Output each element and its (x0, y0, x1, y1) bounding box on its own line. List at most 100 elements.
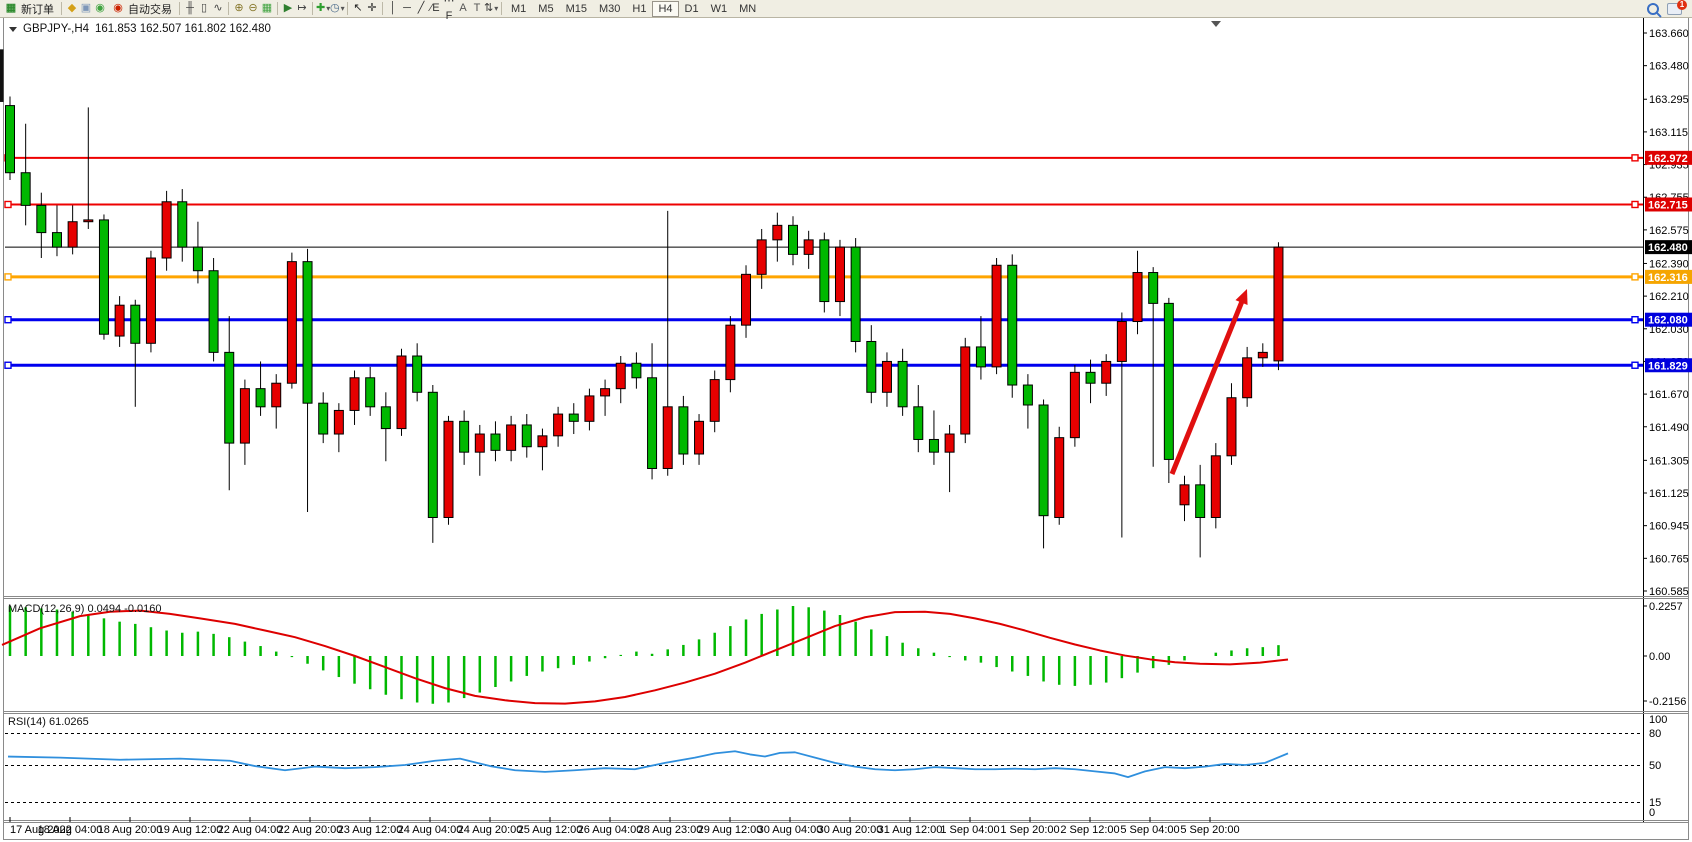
zoom-in-icon[interactable]: ⊕ (234, 2, 244, 14)
date-label[interactable]: 28 Aug 23:00 (638, 824, 703, 836)
search-icon[interactable] (1647, 2, 1659, 15)
price-tick-label[interactable]: 162.390 (1649, 258, 1689, 270)
trendline-icon[interactable]: ╱ (417, 2, 425, 14)
periods-clock-icon[interactable]: ◷▾ (330, 2, 345, 14)
candle-body (396, 355, 407, 430)
line-handle[interactable] (1631, 154, 1639, 162)
line-handle[interactable] (4, 316, 12, 324)
price-tick-label[interactable]: 160.765 (1649, 553, 1689, 565)
candle-body (20, 172, 31, 206)
rsi-tick-label[interactable]: 0 (1649, 807, 1655, 819)
date-label[interactable]: 18 Aug 04:00 (38, 824, 103, 836)
chart-shift-marker[interactable] (1211, 21, 1221, 27)
macd-tick-label[interactable]: -0.2156 (1649, 696, 1686, 708)
line-handle[interactable] (4, 361, 12, 369)
profile-icon[interactable]: ▣ (80, 2, 92, 14)
auto-scroll-icon[interactable]: ▶ (283, 2, 293, 14)
date-label[interactable]: 5 Sep 20:00 (1180, 824, 1239, 836)
date-label[interactable]: 2 Sep 12:00 (1060, 824, 1119, 836)
candle-body (991, 264, 1002, 368)
price-tick-label[interactable]: 161.670 (1649, 389, 1689, 401)
timeframe-h4[interactable]: H4 (652, 0, 679, 17)
price-tick-label[interactable]: 161.125 (1649, 488, 1689, 500)
arrows-icon[interactable]: ⇅▾ (484, 2, 499, 14)
chat-icon[interactable]: 1 (1667, 0, 1687, 15)
rsi-label: RSI(14) 61.0265 (8, 716, 89, 728)
line-handle[interactable] (4, 273, 12, 281)
date-label[interactable]: 30 Aug 04:00 (758, 824, 823, 836)
cursor-icon[interactable]: ↖ (353, 2, 363, 14)
line-handle[interactable] (1631, 316, 1639, 324)
date-label[interactable]: 17 Aug 2022 (10, 824, 72, 836)
date-label[interactable]: 1 Sep 20:00 (1000, 824, 1059, 836)
date-label[interactable]: 23 Aug 12:00 (338, 824, 403, 836)
price-tick-label[interactable]: 163.660 (1649, 28, 1689, 40)
tile-windows-icon[interactable]: ▦ (261, 2, 273, 14)
timeframe-d1[interactable]: D1 (684, 2, 699, 15)
date-label[interactable]: 25 Aug 12:00 (518, 824, 583, 836)
price-tick-label[interactable]: 160.945 (1649, 521, 1689, 533)
timeframe-m15[interactable]: M15 (565, 2, 587, 15)
symbol-dropdown-icon[interactable] (9, 27, 17, 32)
auto-trading-button[interactable]: ◉ 自动交易 (107, 1, 176, 16)
date-label[interactable]: 24 Aug 20:00 (458, 824, 523, 836)
candle-body (365, 377, 376, 408)
price-tick-label[interactable]: 162.030 (1649, 324, 1689, 336)
price-tick-label[interactable]: 163.115 (1649, 127, 1688, 139)
new-order-button[interactable]: ▦ 新订单 (0, 1, 58, 16)
date-label[interactable]: 22 Aug 04:00 (218, 824, 283, 836)
crosshair-icon[interactable]: ✛ (367, 2, 377, 14)
trend-arrow-annotation[interactable] (1169, 295, 1247, 475)
rsi-tick-label[interactable]: 80 (1649, 728, 1661, 740)
text-icon[interactable]: A (459, 2, 467, 14)
candle-body (443, 420, 454, 518)
timeframe-m5[interactable]: M5 (538, 2, 554, 15)
line-handle[interactable] (1631, 273, 1639, 281)
date-label[interactable]: 18 Aug 20:00 (98, 824, 163, 836)
chart-shift-icon[interactable]: ↦ (297, 2, 307, 14)
candlestick-chart-icon[interactable]: ▯ (200, 2, 208, 14)
price-tick-label[interactable]: 163.480 (1649, 61, 1689, 73)
zoom-out-icon[interactable]: ⊖ (248, 2, 258, 14)
vertical-line-icon[interactable]: │ (389, 2, 397, 14)
metaeditor-icon[interactable]: ◆ (67, 2, 77, 14)
date-label[interactable]: 30 Aug 20:00 (818, 824, 883, 836)
signals-icon[interactable]: ◉ (95, 2, 105, 14)
timeframe-mn[interactable]: MN (739, 2, 757, 15)
price-tick-label[interactable]: 162.210 (1649, 291, 1689, 303)
timeframe-w1[interactable]: W1 (710, 2, 728, 15)
horizontal-line-icon[interactable]: ─ (403, 2, 411, 14)
fibonacci-icon[interactable]: ⋯F (443, 0, 455, 22)
date-label[interactable]: 31 Aug 12:00 (878, 824, 943, 836)
macd-tick-label[interactable]: 0.00 (1649, 651, 1670, 663)
macd-tick-label[interactable]: 0.2257 (1649, 601, 1683, 613)
date-label[interactable]: 29 Aug 12:00 (698, 824, 763, 836)
rsi-tick-label[interactable]: 50 (1649, 760, 1661, 772)
price-tick-label[interactable]: 162.575 (1649, 225, 1689, 237)
indicators-icon[interactable]: ✚▾ (316, 2, 331, 14)
date-label[interactable]: 24 Aug 04:00 (398, 824, 463, 836)
line-chart-icon[interactable]: ∿ (213, 2, 223, 14)
date-label[interactable]: 19 Aug 12:00 (158, 824, 223, 836)
line-handle[interactable] (1631, 200, 1639, 209)
price-tick-label[interactable]: 160.585 (1649, 586, 1689, 598)
channel-icon[interactable]: ⁄E (430, 2, 440, 14)
price-tick-label[interactable]: 161.305 (1649, 455, 1689, 467)
bar-chart-icon[interactable]: ╫ (186, 2, 194, 14)
text-label-icon[interactable]: T (473, 2, 481, 14)
date-label[interactable]: 26 Aug 04:00 (578, 824, 643, 836)
date-label[interactable]: 1 Sep 04:00 (940, 824, 999, 836)
timeframe-h1[interactable]: H1 (632, 2, 647, 15)
timeframe-m30[interactable]: M30 (598, 2, 621, 15)
date-label[interactable]: 5 Sep 04:00 (1120, 824, 1179, 836)
rsi-tick-label[interactable]: 100 (1649, 714, 1667, 726)
line-handle[interactable] (4, 200, 12, 209)
line-handle[interactable] (1631, 361, 1639, 369)
date-label[interactable]: 22 Aug 20:00 (278, 824, 343, 836)
price-tick-label[interactable]: 161.490 (1649, 422, 1689, 434)
price-tick-label[interactable]: 163.295 (1649, 94, 1689, 106)
candle-body (1022, 384, 1033, 406)
timeframe-m1[interactable]: M1 (511, 2, 527, 15)
rsi-tick-label[interactable]: 15 (1649, 797, 1661, 809)
